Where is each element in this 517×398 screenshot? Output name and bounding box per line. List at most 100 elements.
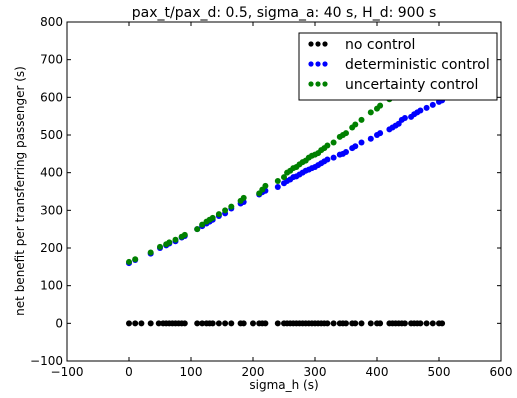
data-point [352,320,359,327]
data-point [262,320,269,327]
y-axis-title: net benefit per transferring passenger (… [13,66,27,316]
y-axis-ticks: −100 0 100 200 300 400 500 600 700 800 [30,15,501,368]
y-tick-label: −100 [30,354,63,368]
y-tick-label: 0 [55,316,63,330]
x-tick-label: 200 [242,365,265,379]
legend-marker [315,41,321,47]
y-tick-label: 700 [40,53,63,67]
data-point [166,239,173,246]
data-point [209,214,216,221]
data-points [126,60,446,327]
legend-marker [322,61,328,67]
data-point [222,320,229,327]
data-point [352,143,359,150]
data-point [367,135,374,142]
data-point [343,148,349,155]
data-point [358,320,365,327]
y-tick-label: 600 [40,90,63,104]
data-point [181,320,188,327]
data-point [281,174,287,181]
data-point [215,320,222,327]
data-point [330,154,337,161]
legend-marker [322,81,328,87]
data-point [423,104,430,111]
x-axis-title: sigma_h (s) [249,378,318,392]
data-point [147,249,154,256]
data-point [324,320,331,327]
data-point [172,236,179,243]
data-point [228,203,235,210]
legend-label: deterministic control [345,57,490,73]
data-point [181,231,188,238]
data-point [126,320,132,327]
legend-marker [308,81,314,87]
data-point [240,194,247,201]
x-tick-label: 500 [428,365,451,379]
data-point [401,320,408,327]
y-tick-label: 400 [40,166,63,180]
y-tick-label: 100 [40,279,63,293]
x-tick-label: 600 [490,365,513,379]
legend: no control deterministic control uncertain… [298,32,498,101]
data-point [358,139,365,146]
data-point [343,320,349,327]
data-point [429,320,436,327]
data-point [429,101,436,108]
data-point [126,258,132,265]
data-point [343,130,349,137]
data-point [274,320,281,327]
data-point [222,207,229,214]
data-point [215,211,222,218]
data-point [274,183,281,190]
data-point [157,243,163,250]
legend-marker [322,41,328,47]
data-point [132,320,139,327]
x-tick-label: −100 [51,365,84,379]
legend-box [298,32,498,101]
data-point [147,320,154,327]
x-axis-ticks: −100 0 100 200 300 400 500 600 [51,22,513,379]
data-point [377,102,384,109]
y-tick-label: 800 [40,15,63,29]
data-point [199,221,206,228]
chart-title: pax_t/pax_d: 0.5, sigma_a: 40 s, H_d: 90… [132,5,436,21]
data-point [274,177,281,184]
data-point [324,156,331,163]
data-point [240,320,247,327]
x-tick-label: 400 [366,365,389,379]
x-tick-label: 0 [125,365,133,379]
data-point [423,320,430,327]
data-point [417,320,424,327]
data-point [367,109,374,116]
legend-marker [308,41,314,47]
y-tick-label: 500 [40,128,63,142]
legend-label: no control [345,37,415,53]
data-point [132,256,139,263]
data-point [250,320,256,327]
data-point [352,121,359,128]
data-point [377,320,384,327]
data-point [417,107,424,114]
legend-label: uncertainty control [345,77,478,93]
data-point [199,320,206,327]
data-point [330,320,337,327]
data-point [138,320,145,327]
data-point [194,226,201,233]
data-point [209,320,216,327]
series-no-control [126,320,446,327]
y-tick-label: 300 [40,203,63,217]
legend-marker [315,81,321,87]
data-point [358,116,365,123]
plot-frame [66,21,502,362]
x-tick-label: 100 [180,365,203,379]
data-point [367,320,374,327]
y-tick-label: 200 [40,241,63,255]
data-point [194,320,201,327]
x-tick-label: 300 [304,365,327,379]
data-point [262,182,269,189]
data-point [401,115,408,122]
data-point [439,320,446,327]
data-point [377,130,384,137]
legend-marker [308,61,314,67]
